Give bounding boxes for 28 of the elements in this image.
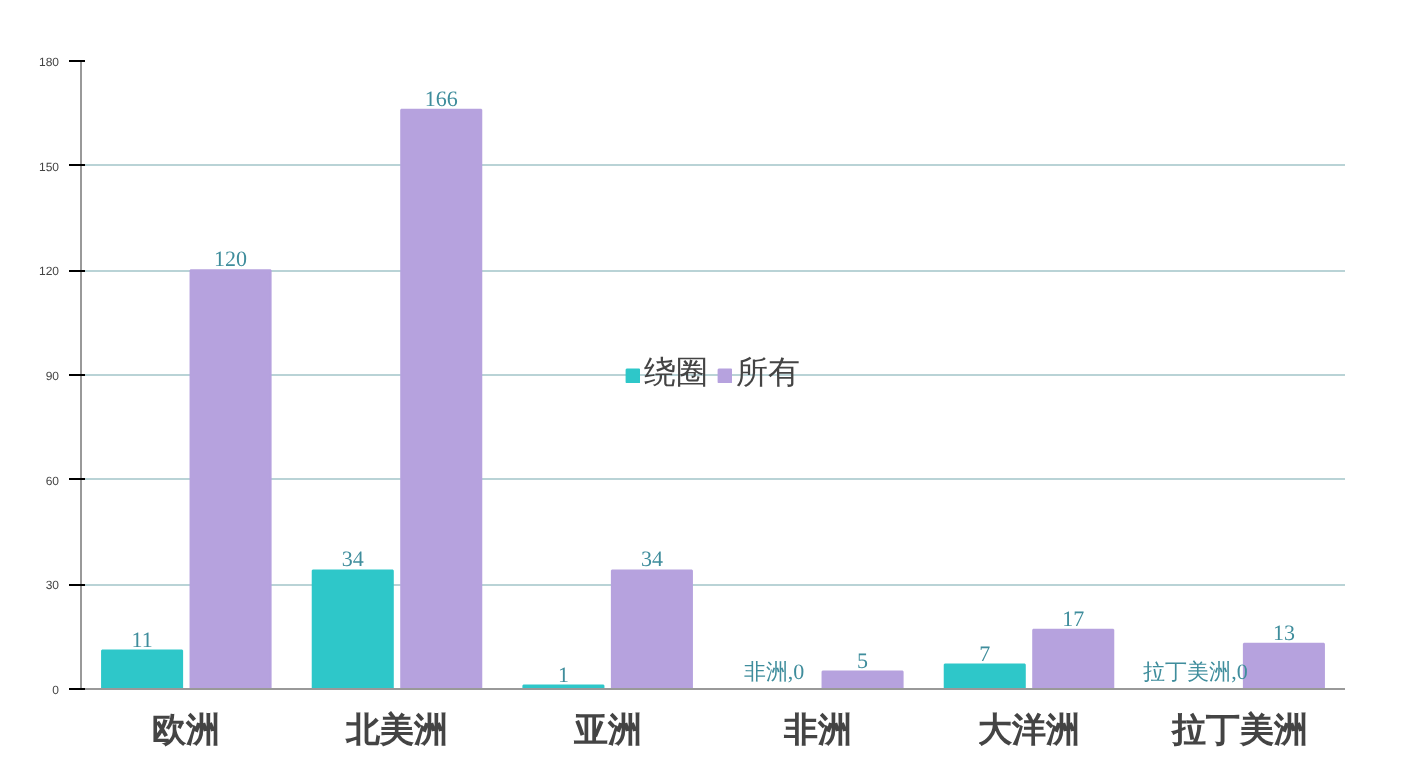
legend-label: 所有 xyxy=(736,353,800,395)
x-tick-label: 亚洲 xyxy=(571,711,642,751)
bar xyxy=(101,649,184,689)
data-label: 11 xyxy=(131,628,153,653)
bar xyxy=(189,269,272,689)
bar xyxy=(821,670,904,689)
x-tick-label: 拉丁美洲 xyxy=(1169,711,1308,751)
data-label: 166 xyxy=(424,87,459,112)
legend-label: 绕圈 xyxy=(644,353,708,395)
data-label: 1 xyxy=(557,663,569,688)
data-label: 17 xyxy=(1062,607,1086,632)
bar xyxy=(1032,628,1115,689)
data-label: 拉丁美洲,0 xyxy=(1143,659,1249,685)
x-tick-label: 大洋洲 xyxy=(978,711,1080,751)
x-tick-label: 北美洲 xyxy=(344,711,448,751)
bar xyxy=(400,108,483,689)
bar xyxy=(311,569,394,689)
data-label: 120 xyxy=(214,248,249,273)
data-label: 5 xyxy=(857,649,870,674)
x-tick-label: 欧洲 xyxy=(152,711,221,751)
x-tick-label: 非洲 xyxy=(782,711,853,751)
bar xyxy=(610,569,693,689)
data-label: 34 xyxy=(640,548,664,573)
data-label: 7 xyxy=(979,642,992,667)
data-label: 非洲,0 xyxy=(743,659,806,685)
data-label: 13 xyxy=(1272,621,1296,646)
bar xyxy=(943,663,1026,689)
data-label: 34 xyxy=(341,548,365,573)
